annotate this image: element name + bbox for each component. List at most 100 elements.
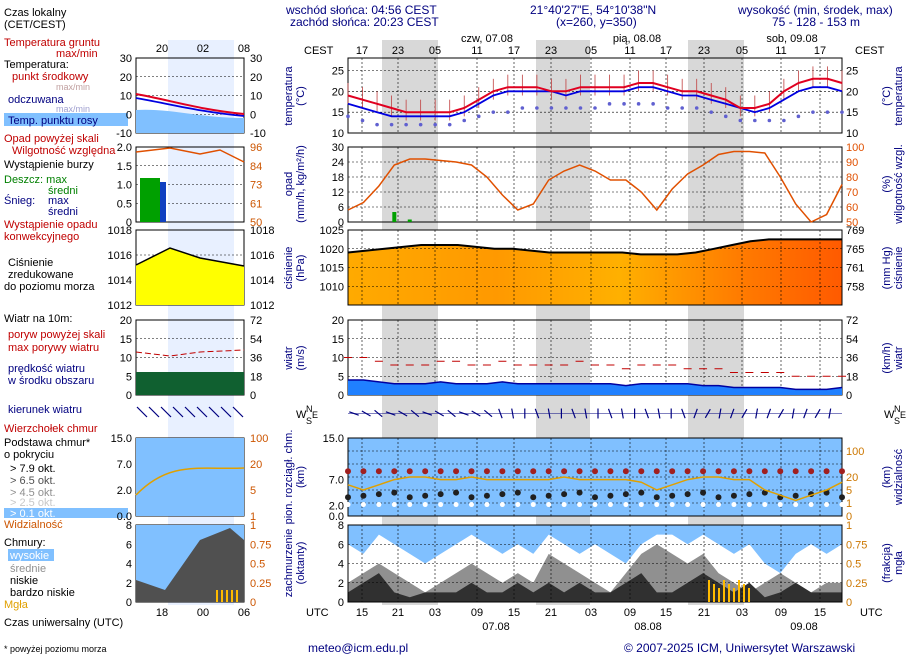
rain-bar <box>407 219 412 222</box>
mini-y2-tick: 61 <box>250 198 262 210</box>
wind-arrow <box>657 408 661 419</box>
mini-y-tick: 1014 <box>108 275 132 287</box>
label-precip: opad <box>283 172 295 196</box>
cest-hour-label: 17 <box>814 45 826 57</box>
day-top-label: pią, 08.08 <box>613 33 661 45</box>
mini-pressure-area <box>136 248 244 305</box>
legend-storm: Wystąpienie burzy <box>4 159 94 171</box>
cloud-base-dot-light <box>422 502 428 508</box>
cloud-top-dot <box>530 468 537 475</box>
legend-okt45: > 4.5 okt. <box>10 487 56 499</box>
cest-hour-label: 17 <box>356 45 368 57</box>
mini-wind-arrow <box>184 406 196 418</box>
mini-utc-hour: 18 <box>156 607 168 619</box>
dew-point-mark <box>651 102 655 106</box>
y2-tick-label: 36 <box>846 353 858 365</box>
compass-w: W <box>296 409 307 421</box>
mini-y2-tick: 0.75 <box>250 539 271 551</box>
compass-e: E <box>312 410 318 420</box>
legend-cloud-base2: o pokryciu <box>4 449 54 461</box>
dew-point-mark <box>825 110 830 114</box>
cloud-base-dot <box>839 494 845 501</box>
mini-y-tick: 1.5 <box>117 161 132 173</box>
mini-y-tick: 1016 <box>108 250 132 262</box>
mini-y2-tick: 1014 <box>250 275 274 287</box>
mini-wind-arrow <box>208 406 220 418</box>
wind-arrow <box>718 408 722 419</box>
dew-point-mark <box>564 106 568 110</box>
cest-hour-label: 11 <box>775 45 786 57</box>
wind-arrow <box>422 411 433 416</box>
cloud-base-dot <box>437 491 444 498</box>
mini-y-tick: -10 <box>116 128 132 140</box>
mini-y2-tick: 54 <box>250 334 262 346</box>
legend-local-time2: (CET/CEST) <box>4 19 66 31</box>
legend-cloud-top: Wierzchołek chmur <box>4 423 98 435</box>
label-cloud: pion. rozciągł. chm. <box>283 430 295 525</box>
mini-wind-arrow <box>136 406 148 418</box>
legend-high: wysokie <box>9 550 49 562</box>
fog-bar <box>728 584 730 602</box>
dew-point-mark <box>491 110 496 114</box>
y2-tick-label: 0 <box>846 597 852 609</box>
legend-wind-mean: prędkość wiatru <box>8 363 85 375</box>
mini-y2-tick: 1 <box>250 520 256 532</box>
cloud-base-dot-light <box>438 502 444 508</box>
dew-point-mark <box>418 122 423 127</box>
mini-y-tick: 5 <box>126 371 132 383</box>
label-temperature: temperatura <box>283 65 295 125</box>
legend-felt: odczuwana <box>8 94 65 106</box>
cloud-top-dot <box>576 468 583 475</box>
cloud-top-dot <box>777 468 784 475</box>
utc-hour-label: 03 <box>585 607 597 619</box>
dew-point-mark <box>782 118 786 123</box>
cloud-base-dot <box>483 492 490 499</box>
y2-tick-label: 10 <box>846 128 858 140</box>
y-tick-label: 5 <box>338 371 344 383</box>
y-tick-label: 10 <box>332 353 344 365</box>
label-ms: (m/s) <box>295 345 307 370</box>
cloud-base-dot <box>669 492 676 499</box>
legend-okt01: > 0.1 okt. <box>10 508 56 520</box>
cloud-base-dot-light <box>746 502 752 508</box>
mini-rain-bar <box>140 178 160 222</box>
wind-arrow <box>374 409 383 418</box>
mini-y2-tick: 20 <box>250 72 262 84</box>
y2-tick-label: 100 <box>846 142 864 154</box>
mini-y2-tick: 5 <box>250 485 256 497</box>
y2-tick-label: 1 <box>846 498 852 510</box>
mini-pressure-line <box>135 247 245 267</box>
legend-wind-at: Wiatr na 10m: <box>4 313 72 325</box>
cest-hour-label: 17 <box>660 45 672 57</box>
cloud-base-dot-light <box>777 502 783 508</box>
cloud-base-dot <box>545 492 552 499</box>
mini-y-tick: 8 <box>126 520 132 532</box>
dew-point-mark <box>375 122 379 127</box>
cest-hour-label: 05 <box>429 45 441 57</box>
wind-arrow <box>483 409 493 418</box>
cloud-base-dot <box>715 494 722 501</box>
cloud-base-dot <box>345 494 351 501</box>
mini-y-tick: 0 <box>126 390 132 402</box>
panel-frame <box>347 229 843 306</box>
cloud-top-dot <box>499 468 506 475</box>
legend-rain-max: Deszcz: max <box>4 174 67 186</box>
legend-dew: Temp. punktu rosy <box>8 115 98 127</box>
utc-hour-label: 15 <box>814 607 826 619</box>
mini-y2-tick: -10 <box>250 128 266 140</box>
label-okt: (oktanty) <box>295 542 307 585</box>
footer-email[interactable]: meteo@icm.edu.pl <box>308 641 408 655</box>
y-tick-label: 0 <box>338 597 344 609</box>
y2-tick-label: 761 <box>846 263 864 275</box>
utc-hour-label: 15 <box>508 607 520 619</box>
legend-fog: Mgła <box>4 599 29 611</box>
utc-hour-label: 09 <box>624 607 636 619</box>
dew-point-mark <box>520 106 525 110</box>
cloud-base-dot-light <box>546 502 552 508</box>
legend-low: niskie <box>10 575 38 587</box>
y2-tick-label: 50 <box>846 217 858 229</box>
cloud-top-dot <box>653 468 660 475</box>
mini-y2-tick: 73 <box>250 180 262 192</box>
y-tick-label: 1020 <box>320 244 344 256</box>
